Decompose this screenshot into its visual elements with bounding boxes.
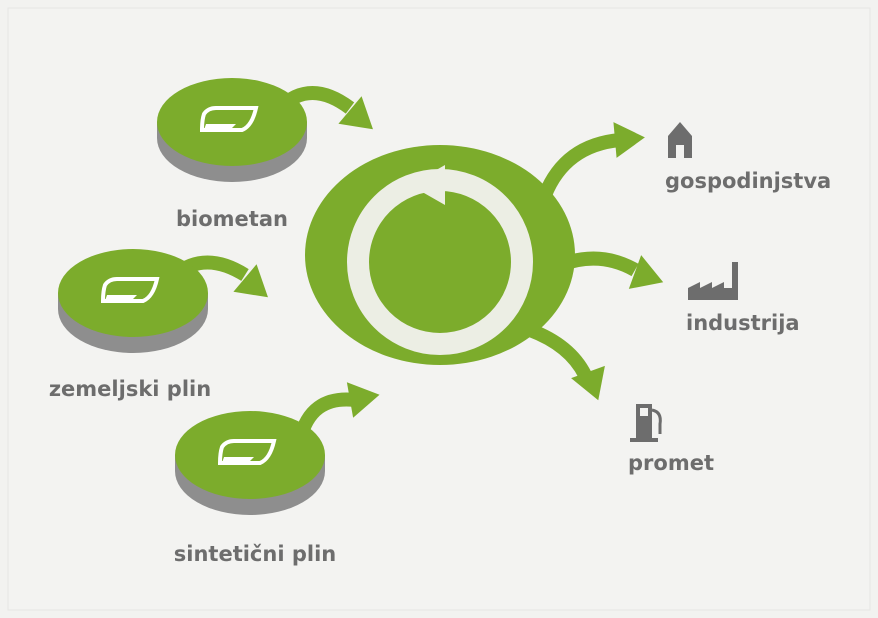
pump-icon — [630, 404, 662, 442]
hub-arrow — [410, 165, 445, 205]
source-label: zemeljski plin — [49, 377, 211, 401]
output-label: industrija — [686, 311, 800, 335]
output-label: gospodinjstva — [665, 169, 831, 193]
source-disc — [56, 247, 210, 355]
hub-arrow-stem — [398, 194, 433, 226]
source-label: sintetični plin — [174, 542, 336, 566]
source-label: biometan — [176, 207, 288, 231]
house-icon — [668, 122, 692, 158]
factory-icon — [688, 262, 738, 300]
output-label: promet — [628, 451, 714, 475]
source-disc — [155, 76, 309, 184]
source-disc — [173, 409, 327, 517]
